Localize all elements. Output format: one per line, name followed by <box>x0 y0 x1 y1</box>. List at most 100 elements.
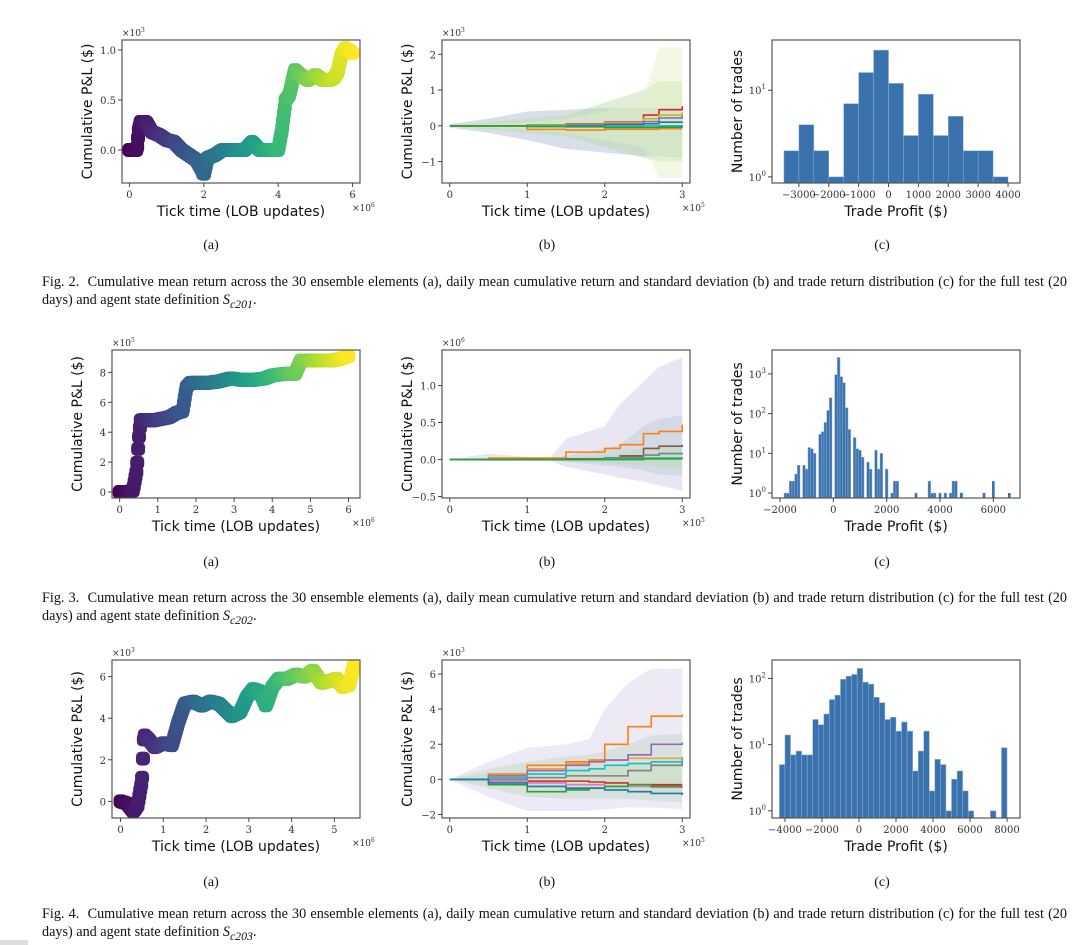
histogram-bar <box>806 754 813 818</box>
histogram-bar <box>853 437 857 498</box>
plot-area <box>449 668 684 811</box>
axes-frame <box>441 39 691 184</box>
y-axis-label: Number of trades <box>730 677 746 800</box>
y-multiplier-exponent: 5 <box>131 337 135 344</box>
y-multiplier-exponent: 6 <box>461 337 465 344</box>
x-tick-label: 3 <box>231 505 237 516</box>
histogram-bar <box>805 468 809 498</box>
y-multiplier: ×103 <box>112 647 135 659</box>
series-line-green <box>449 125 684 129</box>
histogram-bar <box>818 434 822 498</box>
y-tick-exponent: 0 <box>762 804 766 812</box>
x-tick-label: 3000 <box>965 190 990 201</box>
histogram-bar <box>845 407 849 498</box>
y-tick-label: 0 <box>430 775 436 786</box>
histogram-bar <box>861 456 865 498</box>
histogram-bar <box>912 770 919 818</box>
x-axis-label: Tick time (LOB updates) <box>156 204 325 220</box>
x-multiplier: ×105 <box>682 202 705 214</box>
x-tick-label: 5 <box>307 505 313 516</box>
histogram-bar <box>977 150 994 183</box>
std-band-2 <box>449 444 683 469</box>
axes-frame <box>441 349 691 499</box>
x-tick-label: −3000 <box>782 190 816 201</box>
histogram-bar <box>929 790 936 818</box>
x-tick-label: 0 <box>447 825 453 836</box>
y-tick-exponent: 2 <box>762 671 766 679</box>
x-tick-label: 3 <box>679 825 685 836</box>
y-multiplier: ×103 <box>442 647 465 659</box>
histogram-bar <box>917 750 925 818</box>
histogram-bar <box>923 730 930 818</box>
fig4-panel-b: 0 1 2 3 −2 0 2 4 6 Tick time (LOB updates) Cumulat… <box>380 620 710 860</box>
x-tick-label: 0 <box>126 190 132 201</box>
x-tick-label: 0 <box>856 825 862 836</box>
y-tick-label: −1 <box>421 158 436 169</box>
y-tick-label: 6 <box>100 673 106 684</box>
x-multiplier: ×105 <box>682 837 705 849</box>
y-tick-label: 4 <box>100 714 106 725</box>
y-tick-exponent: 0 <box>762 170 766 178</box>
y-tick-label: 100 <box>749 170 766 184</box>
histogram-bar <box>783 492 787 498</box>
x-tick-label: 3 <box>679 190 685 201</box>
x-axis-label: Trade Profit ($) <box>843 519 948 535</box>
page-corner-marker <box>0 940 28 945</box>
x-axis-label: Tick time (LOB updates) <box>151 839 320 855</box>
y-tick-label: 0.5 <box>420 419 436 430</box>
histogram-bar <box>829 699 836 818</box>
x-tick-label: 0 <box>117 825 123 836</box>
histogram-bar <box>801 754 808 818</box>
histogram-bar <box>862 681 869 818</box>
fig2-caption-text: Cumulative mean return across the 30 ens… <box>42 274 1067 308</box>
histogram-bar <box>879 702 886 818</box>
y-multiplier: ×106 <box>442 337 465 349</box>
series-line-cyan <box>449 758 684 781</box>
figure-3: 0 1 2 3 4 5 6 0 2 4 6 8 Tick time (LOB updates) Cumul… <box>0 310 1080 627</box>
histogram-bar <box>954 480 958 498</box>
histogram-bar <box>847 429 851 498</box>
histogram-bar <box>797 465 801 498</box>
series-line-gray <box>449 761 684 781</box>
histogram-bar <box>895 480 899 498</box>
histogram-bar <box>813 150 830 183</box>
plot-area <box>449 47 684 178</box>
x-tick-label: 6 <box>349 190 355 201</box>
fig4-label-b: (b) <box>538 875 556 890</box>
y-tick-label: −2 <box>421 810 436 821</box>
histogram-bar <box>837 357 841 498</box>
histogram-bar <box>948 116 964 183</box>
fig4-caption-prefix: Fig. 4. <box>42 906 80 922</box>
axes-frame <box>111 659 361 819</box>
std-band-0 <box>449 107 683 158</box>
histogram-bar <box>840 679 847 818</box>
histogram-bar <box>812 719 819 818</box>
x-tick-label: 4 <box>275 190 281 201</box>
histogram-bar <box>893 480 897 498</box>
fig3-panel-c: −2000 0 2000 4000 6000 100 101 102 103 Trade Prof… <box>710 310 1040 540</box>
histogram-bar <box>943 492 947 498</box>
x-tick-label: −2000 <box>763 505 797 516</box>
axes-frame <box>111 349 361 499</box>
x-tick-label: −2000 <box>805 825 839 836</box>
plot-area <box>783 357 1011 498</box>
x-multiplier: ×106 <box>352 517 375 529</box>
y-tick-label: 4 <box>100 428 106 439</box>
histogram-bar <box>890 716 897 818</box>
y-axis-label: Cumulative P&L ($) <box>400 671 416 807</box>
histogram-bar <box>1008 493 1011 498</box>
y-tick-label: 1 <box>430 86 436 97</box>
histogram-bar <box>829 397 833 498</box>
y-multiplier-exponent: 3 <box>141 27 145 34</box>
x-tick-label: 3 <box>246 825 252 836</box>
fig4-caption-text: Cumulative mean return across the 30 ens… <box>42 906 1067 940</box>
fig2b-chart: 0 1 2 3 −1 0 1 2 Tick time (LOB updates) Cumulati… <box>400 27 705 220</box>
histogram-bar <box>839 376 843 498</box>
histogram-bar <box>807 447 811 498</box>
y-multiplier: ×103 <box>442 27 465 39</box>
y-multiplier: ×105 <box>112 337 135 349</box>
x-tick-label: 4000 <box>995 190 1020 201</box>
fig2-panel-a: 0 2 4 6 0.0 0.5 1.0 Tick time (LOB updates) Cumu… <box>60 0 380 225</box>
fig3a-chart: 0 1 2 3 4 5 6 0 2 4 6 8 Tick time (LOB updates) Cumul… <box>70 337 375 535</box>
x-tick-label: 2 <box>203 825 209 836</box>
